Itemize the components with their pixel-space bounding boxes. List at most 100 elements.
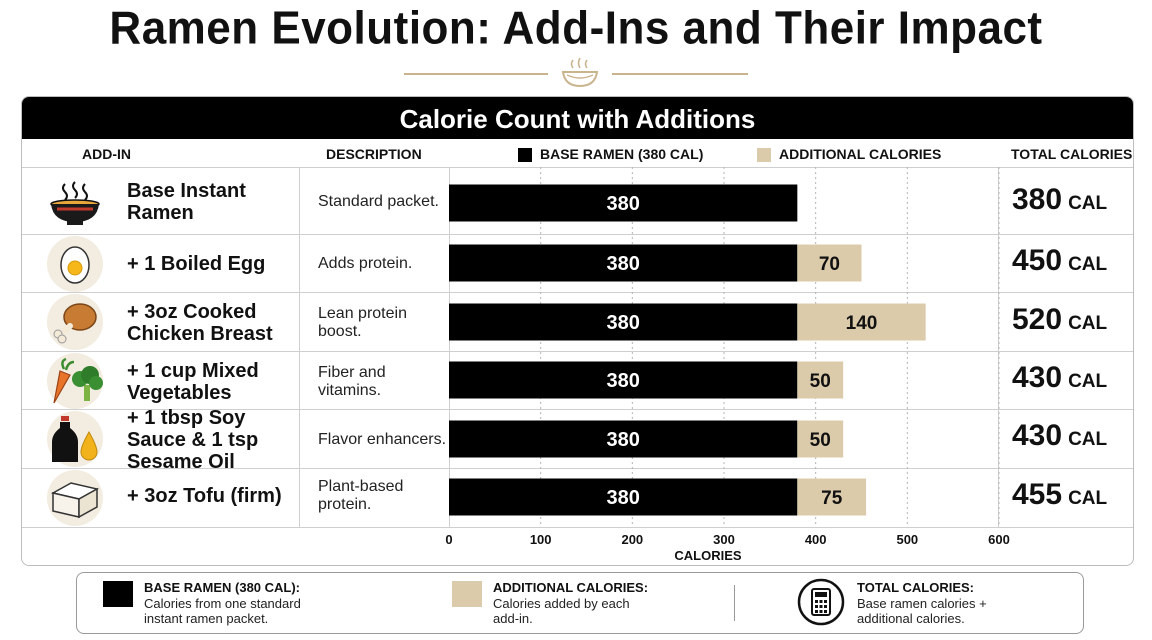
total-value: 380 <box>1012 183 1063 216</box>
base-bar <box>449 478 798 516</box>
base-bar-label: 380 <box>606 487 639 509</box>
base-bar-label: 380 <box>606 370 639 392</box>
ramen-bowl-icon <box>44 177 106 227</box>
legend-total-title: TOTAL CALORIES: <box>857 580 974 595</box>
total-calories: 430 CAL <box>1012 361 1132 395</box>
base-bar-label: 380 <box>606 429 639 451</box>
row-divider <box>22 409 1133 410</box>
base-bar-label: 380 <box>606 312 639 334</box>
total-unit: CAL <box>1068 371 1108 392</box>
addin-label: + 3oz Cooked Chicken Breast <box>127 300 273 345</box>
soy-sauce-oil-icon <box>44 411 106 467</box>
column-divider <box>449 167 450 527</box>
vegetables-icon <box>44 353 106 409</box>
total-value: 450 <box>1012 244 1063 277</box>
total-unit: CAL <box>1068 313 1108 334</box>
total-calories: 455 CAL <box>1012 478 1132 512</box>
addin-label: + 1 Boiled Egg <box>127 253 266 275</box>
additional-bar-label: 50 <box>810 371 831 392</box>
legend-base-swatch <box>103 581 133 607</box>
base-bar <box>449 420 798 458</box>
legend-base-text: Calories from one standard instant ramen… <box>144 596 301 626</box>
calorie-panel: Calorie Count with Additions ADD-IN DESC… <box>21 96 1134 566</box>
additional-bar <box>797 303 926 341</box>
x-tick-label: 200 <box>621 532 643 547</box>
row-divider <box>22 292 1133 293</box>
legend-additional-swatch <box>757 148 771 162</box>
legend-box: BASE RAMEN (380 CAL): Calories from one … <box>76 572 1084 634</box>
tofu-icon <box>44 470 106 526</box>
base-bar-label: 380 <box>606 253 639 275</box>
additional-bar <box>797 244 862 282</box>
total-unit: CAL <box>1068 429 1108 450</box>
legend-additional-title: ADDITIONAL CALORIES: <box>493 580 649 595</box>
total-value: 430 <box>1012 361 1063 394</box>
total-calories: 430 CAL <box>1012 419 1132 453</box>
calculator-icon <box>797 578 845 626</box>
additional-bar-label: 75 <box>821 488 843 509</box>
total-unit: CAL <box>1068 254 1108 275</box>
base-bar-label: 380 <box>606 193 639 215</box>
legend-additional-text: Calories added by each add-in. <box>493 596 630 626</box>
total-unit: CAL <box>1068 488 1108 509</box>
panel-title: Calorie Count with Additions <box>22 97 1133 139</box>
addin-label: + 1 cup Mixed Vegetables <box>127 359 259 404</box>
x-axis-label: CALORIES <box>674 548 742 563</box>
x-tick-label: 100 <box>530 532 552 547</box>
title-divider-right <box>612 73 748 75</box>
title-divider-left <box>404 73 548 75</box>
total-value: 455 <box>1012 478 1063 511</box>
additional-bar <box>797 361 844 399</box>
description: Lean protein boost. <box>318 304 407 340</box>
description: Flavor enhancers. <box>318 430 447 448</box>
legend-additional-swatch <box>452 581 482 607</box>
row-divider <box>22 351 1133 352</box>
header-description: DESCRIPTION <box>326 146 422 162</box>
addin-label: + 1 tbsp Soy Sauce & 1 tsp Sesame Oil <box>127 406 259 473</box>
description: Standard packet. <box>318 193 439 210</box>
additional-bar-label: 50 <box>810 430 831 451</box>
total-calories: 380 CAL <box>1012 183 1132 217</box>
legend-separator <box>734 585 735 621</box>
row-divider <box>22 234 1133 235</box>
row-divider <box>22 167 1133 168</box>
column-divider <box>299 167 300 527</box>
ramen-bowl-icon <box>561 57 599 88</box>
additional-bar <box>797 420 844 458</box>
addin-label: + 3oz Tofu (firm) <box>127 485 282 507</box>
header-addin: ADD-IN <box>82 146 131 162</box>
additional-bar-label: 140 <box>846 313 878 334</box>
addin-label: Base Instant Ramen <box>127 180 246 224</box>
description: Adds protein. <box>318 255 413 272</box>
description: Plant-based protein. <box>318 478 404 513</box>
header-total: TOTAL CALORIES <box>1011 146 1133 162</box>
total-value: 430 <box>1012 419 1063 452</box>
row-divider <box>22 468 1133 469</box>
x-tick-label: 600 <box>988 532 1010 547</box>
base-bar <box>449 361 798 399</box>
boiled-egg-icon <box>44 236 106 292</box>
x-tick-label: 500 <box>896 532 918 547</box>
description: Fiber and vitamins. <box>318 363 386 399</box>
legend-total-text: Base ramen calories + additional calorie… <box>857 596 987 626</box>
total-calories: 450 CAL <box>1012 244 1132 278</box>
base-bar <box>449 303 798 341</box>
total-calories: 520 CAL <box>1012 303 1132 337</box>
base-bar <box>449 244 798 282</box>
legend-base-title: BASE RAMEN (380 CAL): <box>144 580 301 595</box>
legend-additional-label: ADDITIONAL CALORIES <box>779 146 942 162</box>
x-tick-label: 0 <box>445 532 452 547</box>
x-tick-label: 300 <box>713 532 735 547</box>
total-value: 520 <box>1012 303 1063 336</box>
base-bar <box>449 184 798 222</box>
chicken-drumstick-icon <box>44 294 106 350</box>
additional-bar-label: 70 <box>819 254 840 275</box>
stacked-bar-chart: 380 380 70 380 140 380 50 380 50 380 75 0 100 200 300 4… <box>445 167 1010 563</box>
row-divider <box>22 527 1133 528</box>
x-tick-label: 400 <box>805 532 827 547</box>
legend-base-label: BASE RAMEN (380 CAL) <box>540 146 704 162</box>
page-title: Ramen Evolution: Add-Ins and Their Impac… <box>109 2 1043 55</box>
legend-base-swatch <box>518 148 532 162</box>
additional-bar <box>797 478 867 516</box>
total-unit: CAL <box>1068 193 1108 214</box>
